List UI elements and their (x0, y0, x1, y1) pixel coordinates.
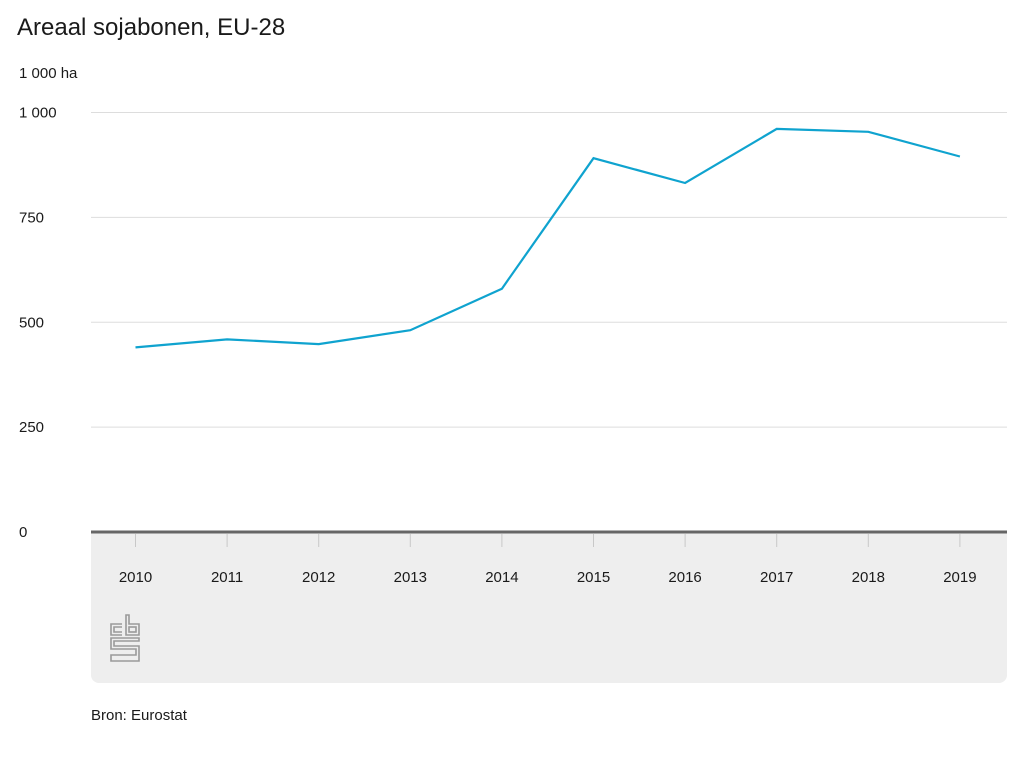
x-tick-label: 2013 (394, 569, 427, 586)
x-tick-label: 2014 (485, 569, 518, 586)
x-ticks: 2010 2011 2012 2013 2014 2015 2016 2017 2018 2019 (119, 534, 977, 586)
x-tick-label: 2016 (668, 569, 701, 586)
x-tick-label: 2011 (211, 569, 243, 586)
x-axis-panel (91, 533, 1007, 683)
series-lines (135, 127, 961, 349)
x-tick-label: 2017 (760, 569, 793, 586)
cbs-logo-icon (109, 613, 143, 668)
series-line-0 (135, 127, 961, 349)
x-tick-label: 2010 (119, 569, 152, 586)
y-axis-unit-label: 1 000 ha (19, 65, 78, 82)
x-tick-label: 2012 (302, 569, 335, 586)
x-tick-label: 2019 (943, 569, 976, 586)
y-tick-label: 750 (19, 209, 44, 226)
source-note: Bron: Eurostat (91, 707, 187, 724)
x-tick-label: 2018 (852, 569, 885, 586)
y-tick-label: 500 (19, 314, 44, 331)
gridlines (91, 112, 1007, 534)
y-tick-label: 0 (19, 524, 27, 541)
y-tick-label: 250 (19, 419, 44, 436)
x-tick-label: 2015 (577, 569, 610, 586)
chart-title: Areaal sojabonen, EU-28 (17, 14, 286, 41)
y-tick-label: 1 000 (19, 105, 57, 122)
y-tick-labels: 0 250 500 750 1 000 (19, 105, 57, 542)
